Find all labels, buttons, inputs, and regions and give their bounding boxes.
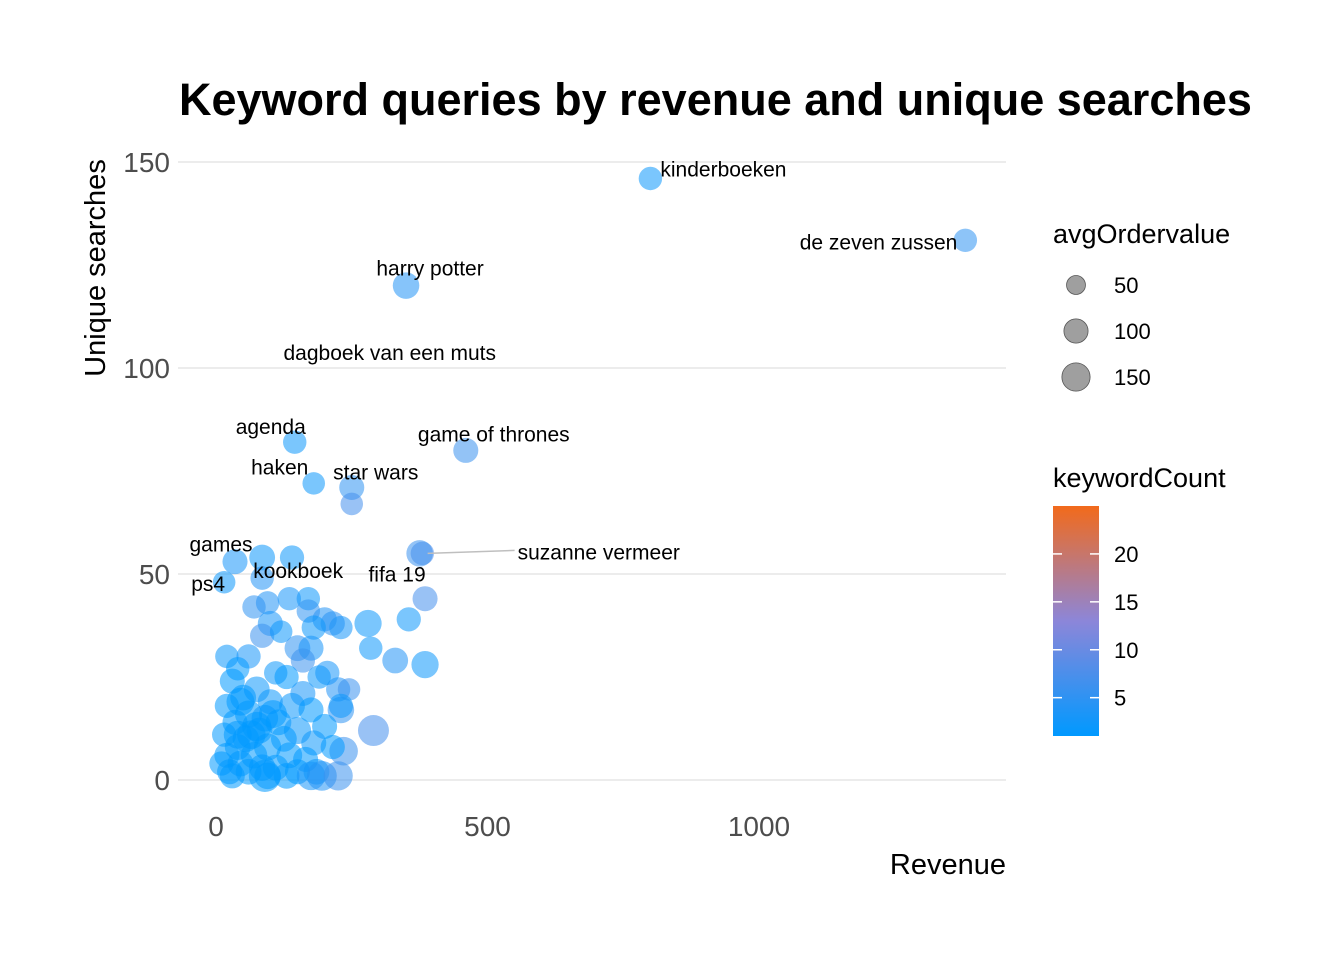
size-legend-items: 50 100 150	[1061, 273, 1151, 392]
y-axis-ticks: 0 50 100 150	[123, 147, 170, 796]
point-label: game of thrones	[418, 423, 570, 446]
size-legend-circle	[1061, 362, 1091, 392]
point-label: agenda	[236, 416, 306, 439]
data-point	[269, 620, 293, 643]
data-point	[328, 693, 354, 718]
size-legend-label: 50	[1114, 273, 1138, 298]
data-point	[354, 609, 382, 638]
color-legend-bar	[1053, 506, 1099, 736]
data-point	[320, 734, 345, 760]
data-point	[302, 472, 326, 495]
data-point	[301, 615, 326, 640]
color-legend-ticks: 5 10 15 20	[1053, 542, 1138, 711]
size-legend-circle	[1066, 275, 1086, 295]
data-point	[273, 762, 300, 789]
x-tick-label: 500	[464, 811, 511, 842]
data-point	[638, 166, 663, 191]
point-labels: kinderboeken de zeven zussen harry potter a…	[189, 158, 957, 596]
data-point	[222, 549, 248, 575]
data-point	[242, 595, 266, 619]
data-point	[298, 697, 324, 723]
point-label: kookboek	[253, 560, 343, 583]
point-label: games	[189, 534, 252, 557]
size-legend-circle	[1063, 318, 1089, 344]
size-legend-label: 100	[1114, 319, 1151, 344]
size-legend: avgOrdervalue 50 100 150	[1053, 219, 1230, 392]
data-point	[223, 720, 252, 749]
data-point	[249, 544, 276, 571]
data-point	[382, 647, 409, 674]
x-axis-ticks: 0 500 1000	[208, 811, 790, 842]
color-legend-label: 15	[1114, 590, 1138, 615]
x-tick-label: 0	[208, 811, 224, 842]
data-point	[359, 636, 383, 660]
point-label: suzanne vermeer	[518, 541, 680, 564]
data-point	[339, 474, 365, 501]
x-axis-title: Revenue	[890, 849, 1006, 881]
data-point	[219, 763, 245, 789]
y-tick-label: 50	[139, 559, 170, 590]
data-point	[411, 651, 439, 679]
point-label: haken	[251, 456, 308, 479]
data-point	[953, 228, 978, 252]
color-legend: keywordCount 5 10 15 20	[1053, 463, 1226, 736]
data-point	[357, 715, 389, 747]
size-legend-title: avgOrdervalue	[1053, 219, 1230, 249]
data-point	[250, 623, 275, 648]
y-tick-label: 0	[154, 765, 170, 796]
size-legend-label: 150	[1114, 365, 1151, 390]
data-point	[277, 587, 302, 611]
color-legend-label: 10	[1114, 638, 1138, 663]
chart-title: Keyword queries by revenue and unique se…	[179, 74, 1252, 125]
y-tick-label: 100	[123, 353, 170, 384]
data-point	[307, 665, 331, 689]
color-legend-title: keywordCount	[1053, 463, 1226, 493]
gridlines	[178, 161, 1006, 781]
point-label: dagboek van een muts	[284, 342, 496, 365]
data-point	[212, 570, 236, 594]
data-point	[340, 492, 364, 516]
data-point	[412, 586, 438, 612]
point-label: fifa 19	[368, 564, 425, 587]
data-point	[279, 545, 305, 570]
data-point	[226, 687, 255, 716]
label-leader-line	[427, 549, 515, 555]
point-label: harry potter	[376, 258, 483, 281]
color-legend-label: 5	[1114, 686, 1126, 711]
data-point	[274, 664, 299, 690]
data-point	[323, 761, 353, 791]
data-point	[392, 272, 420, 299]
color-legend-label: 20	[1114, 542, 1138, 567]
data-point	[283, 430, 307, 454]
data-point	[406, 540, 433, 567]
data-point	[248, 759, 281, 792]
point-label: ps4	[191, 573, 225, 596]
data-point	[250, 566, 274, 590]
point-label: star wars	[333, 461, 418, 484]
data-point	[396, 607, 421, 632]
data-point	[290, 648, 316, 673]
data-points	[209, 166, 978, 792]
y-tick-label: 150	[123, 147, 170, 178]
x-tick-label: 1000	[728, 811, 790, 842]
y-axis-title: Unique searches	[80, 159, 112, 377]
point-label: de zeven zussen	[800, 231, 958, 254]
point-label: kinderboeken	[660, 158, 786, 181]
data-point	[453, 437, 479, 463]
